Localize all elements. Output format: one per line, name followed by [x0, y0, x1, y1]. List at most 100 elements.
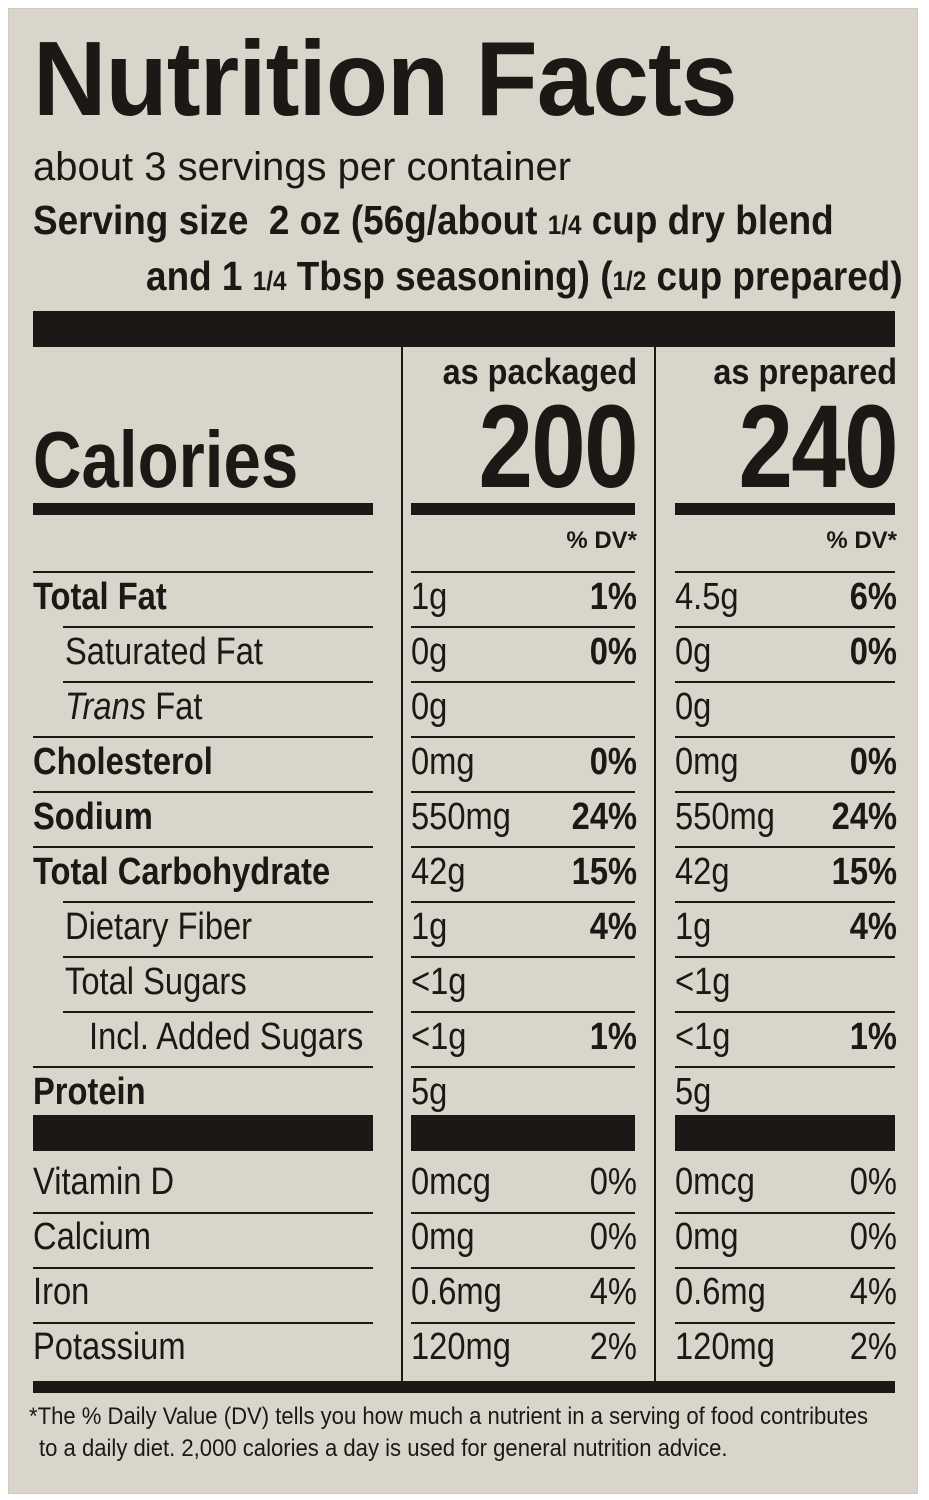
packaged-daily-value: 15% [571, 851, 637, 893]
vitamin-label: Iron [33, 1271, 90, 1313]
row-rule [411, 1267, 635, 1269]
row-rule [63, 1011, 373, 1013]
nutrient-label: Total Carbohydrate [33, 851, 331, 893]
servings-per-container: about 3 servings per container [33, 145, 572, 189]
packaged-daily-value: 0% [589, 1216, 637, 1258]
dv-header-packaged: % DV* [566, 527, 637, 554]
thick-divider [33, 311, 895, 347]
serving-size-text: Tbsp seasoning) ( [297, 253, 613, 299]
prepared-amount: <1g [675, 961, 731, 1003]
row-rule [33, 846, 373, 848]
nutrient-label: Total Fat [33, 576, 167, 618]
nutrient-label: Dietary Fiber [65, 906, 253, 948]
row-rule [63, 626, 373, 628]
prepared-amount: <1g [675, 1016, 731, 1058]
prepared-amount: 0mcg [675, 1161, 755, 1203]
nutrient-label-italic: Trans [65, 686, 147, 728]
thick-divider [411, 1115, 635, 1151]
nutrient-label: Incl. Added Sugars [89, 1016, 364, 1058]
fraction: 1/4 [547, 210, 582, 240]
packaged-daily-value: 24% [571, 796, 637, 838]
vitamin-label: Vitamin D [33, 1161, 175, 1203]
row-rule [675, 1322, 895, 1324]
prepared-daily-value: 15% [831, 851, 897, 893]
row-rule [411, 901, 635, 903]
packaged-amount: 0mg [411, 1216, 475, 1258]
row-rule [411, 1322, 635, 1324]
medium-divider [411, 503, 635, 515]
row-rule [411, 1011, 635, 1013]
prepared-amount: 42g [675, 851, 730, 893]
prepared-amount: 0mg [675, 1216, 739, 1258]
row-rule [411, 626, 635, 628]
prepared-amount: 120mg [675, 1326, 775, 1368]
nutrient-label: Total Sugars [65, 961, 247, 1003]
thick-divider [675, 1115, 895, 1151]
row-rule [411, 1066, 635, 1068]
row-rule [33, 1212, 373, 1214]
packaged-amount: 0mcg [411, 1161, 491, 1203]
packaged-daily-value: 0% [589, 741, 637, 783]
serving-size-text: and 1 [146, 253, 243, 299]
prepared-amount: 0.6mg [675, 1271, 766, 1313]
footnote-line-2: to a daily diet. 2,000 calories a day is… [39, 1435, 728, 1462]
row-rule [411, 736, 635, 738]
prepared-amount: 550mg [675, 796, 775, 838]
bottom-divider [33, 1381, 895, 1393]
row-rule [411, 1212, 635, 1214]
prepared-daily-value: 0% [849, 631, 897, 673]
serving-size-text: cup prepared) [656, 253, 903, 299]
nutrient-label: Protein [33, 1071, 146, 1113]
medium-divider [33, 503, 373, 515]
nutrient-label: Sodium [33, 796, 153, 838]
row-rule [675, 1267, 895, 1269]
fraction: 1/2 [612, 266, 647, 296]
prepared-amount: 0g [675, 686, 712, 728]
serving-size-unit: cup dry blend [591, 197, 834, 243]
packaged-amount: 0g [411, 631, 448, 673]
row-rule [675, 846, 895, 848]
packaged-daily-value: 1% [589, 576, 637, 618]
row-rule [411, 681, 635, 683]
packaged-amount: 0g [411, 686, 448, 728]
packaged-amount: 0.6mg [411, 1271, 502, 1313]
row-rule [675, 1212, 895, 1214]
prepared-daily-value: 0% [849, 741, 897, 783]
row-rule [411, 791, 635, 793]
packaged-amount: 1g [411, 576, 448, 618]
footnote-line-1: *The % Daily Value (DV) tells you how mu… [29, 1403, 869, 1430]
row-rule [675, 1066, 895, 1068]
row-rule [675, 1011, 895, 1013]
prepared-amount: 5g [675, 1071, 712, 1113]
packaged-amount: 1g [411, 906, 448, 948]
packaged-amount: <1g [411, 1016, 467, 1058]
row-rule [675, 571, 895, 573]
prepared-amount: 4.5g [675, 576, 739, 618]
row-rule [33, 571, 373, 573]
row-rule [675, 736, 895, 738]
vitamin-label: Calcium [33, 1216, 152, 1258]
column-divider [654, 347, 656, 1384]
row-rule [675, 626, 895, 628]
packaged-amount: 120mg [411, 1326, 511, 1368]
thick-divider [33, 1115, 373, 1151]
packaged-daily-value: 4% [589, 1271, 637, 1313]
calories-prepared: 240 [738, 381, 899, 513]
serving-size-value: 2 oz (56g/about [268, 197, 538, 243]
packaged-daily-value: 0% [589, 1161, 637, 1203]
row-rule [33, 791, 373, 793]
packaged-daily-value: 2% [589, 1326, 637, 1368]
calories-packaged: 200 [478, 381, 639, 513]
column-divider [401, 347, 403, 1384]
row-rule [675, 901, 895, 903]
packaged-amount: 42g [411, 851, 466, 893]
column-header-prepared: as prepared [713, 351, 897, 392]
row-rule [675, 681, 895, 683]
nutrition-label: Nutrition Facts about 3 servings per con… [8, 8, 918, 1494]
prepared-daily-value: 0% [849, 1216, 897, 1258]
row-rule [675, 791, 895, 793]
nutrient-label: Cholesterol [33, 741, 213, 783]
row-rule [63, 681, 373, 683]
packaged-amount: 550mg [411, 796, 511, 838]
prepared-daily-value: 4% [849, 1271, 897, 1313]
